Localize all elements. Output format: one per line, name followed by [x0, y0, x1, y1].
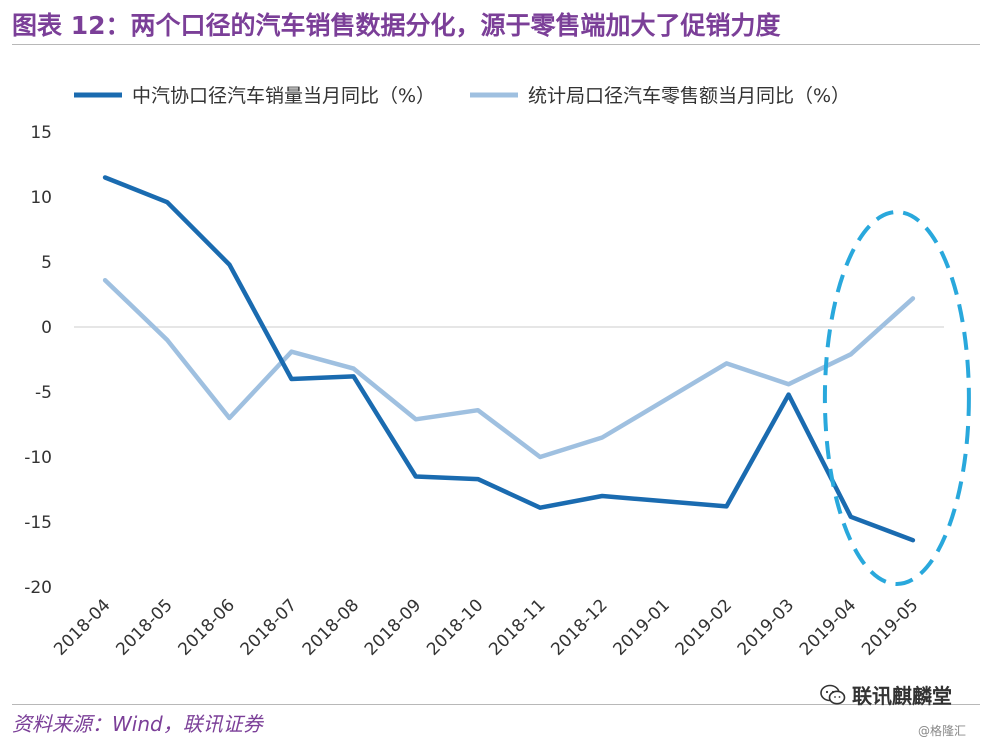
legend: 中汽协口径汽车销量当月同比（%） 统计局口径汽车零售额当月同比（%）	[74, 85, 850, 107]
x-tick-label: 2018-10	[423, 595, 487, 659]
legend-label: 中汽协口径汽车销量当月同比（%）	[132, 85, 435, 107]
y-tick-label: -20	[24, 578, 52, 598]
wechat-icon	[820, 684, 846, 704]
y-tick-label: -10	[24, 448, 52, 468]
line-chart: 中汽协口径汽车销量当月同比（%） 统计局口径汽车零售额当月同比（%） 15 10 5 0…	[24, 85, 971, 660]
wechat-label: 联讯麒麟堂	[852, 684, 952, 708]
x-tick-label: 2019-04	[796, 595, 860, 659]
title-divider	[12, 44, 980, 45]
x-axis: 2018-042018-052018-062018-072018-082018-…	[50, 595, 922, 659]
x-tick-label: 2019-05	[858, 595, 922, 659]
x-tick-label: 2019-01	[610, 595, 674, 659]
x-tick-label: 2018-04	[50, 595, 114, 659]
page-title: 图表 12：两个口径的汽车销售数据分化，源于零售端加大了促销力度	[12, 11, 781, 40]
x-tick-label: 2018-05	[112, 595, 176, 659]
source-note: 资料来源：Wind，联讯证券	[12, 712, 263, 736]
footer-divider	[12, 704, 980, 705]
y-tick-label: -5	[35, 383, 52, 403]
x-tick-label: 2018-12	[547, 595, 611, 659]
x-tick-label: 2019-03	[734, 595, 798, 659]
x-tick-label: 2018-06	[175, 595, 239, 659]
y-tick-label: 10	[30, 188, 52, 208]
watermark: @格隆汇	[918, 724, 967, 738]
wechat-badge: 联讯麒麟堂	[820, 680, 952, 709]
legend-label: 统计局口径汽车零售额当月同比（%）	[528, 85, 850, 107]
x-tick-label: 2018-07	[237, 595, 301, 659]
series-line	[102, 277, 916, 460]
y-tick-label: 15	[30, 123, 52, 143]
x-tick-label: 2018-11	[485, 595, 549, 659]
series-layer	[102, 175, 916, 543]
y-axis: 15 10 5 0 -5 -10 -15 -20	[24, 123, 52, 598]
series-line	[102, 175, 916, 543]
x-tick-label: 2018-08	[299, 595, 363, 659]
y-tick-label: 5	[41, 253, 52, 273]
highlight-ellipse	[822, 210, 971, 586]
x-tick-label: 2019-02	[672, 595, 736, 659]
y-tick-label: 0	[41, 318, 52, 338]
x-tick-label: 2018-09	[361, 595, 425, 659]
y-tick-label: -15	[24, 513, 52, 533]
